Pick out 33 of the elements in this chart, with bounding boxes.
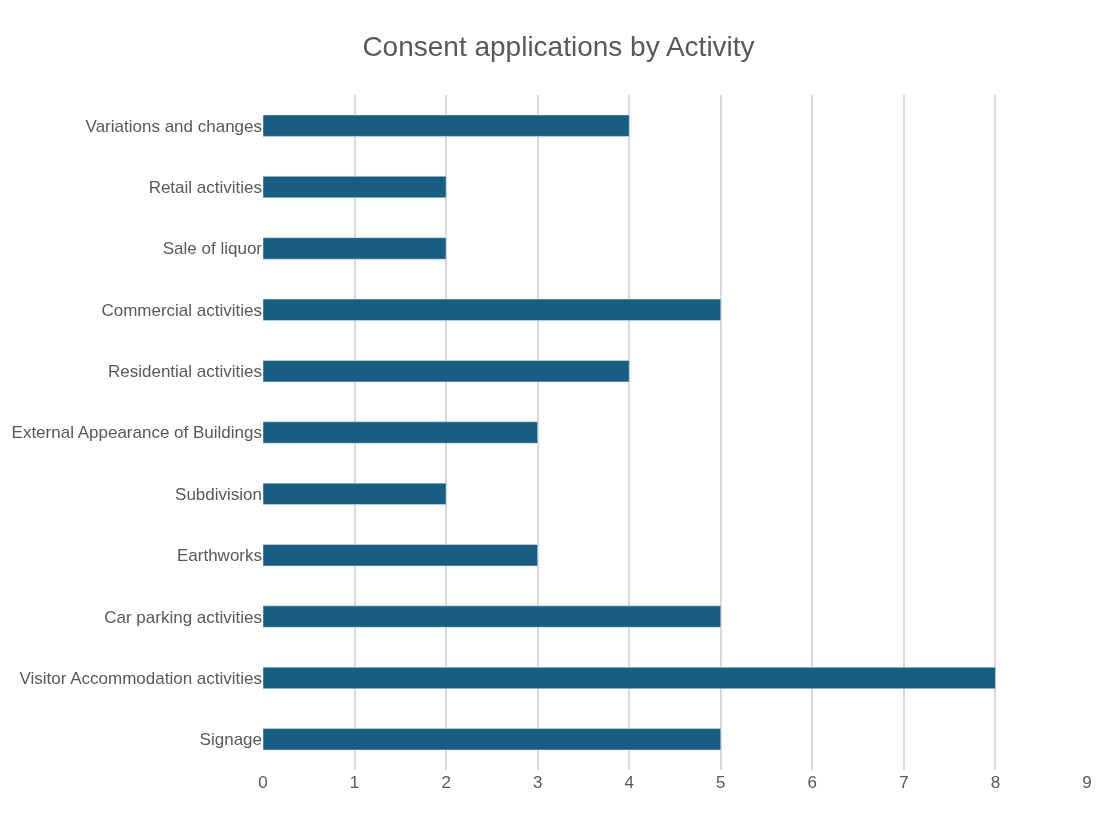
x-tick-label: 2 bbox=[441, 773, 451, 792]
y-tick-label: Residential activities bbox=[107, 362, 262, 382]
bar bbox=[263, 298, 722, 321]
x-tick-label: 5 bbox=[716, 773, 726, 792]
bar bbox=[263, 605, 722, 628]
x-tick-label: 4 bbox=[624, 773, 634, 792]
bar bbox=[263, 728, 722, 751]
bar bbox=[263, 482, 447, 505]
y-tick-label: Signage bbox=[199, 730, 262, 750]
x-tick-label: 1 bbox=[349, 773, 360, 792]
x-tick-label: 8 bbox=[990, 773, 1001, 792]
bar bbox=[263, 666, 996, 689]
bar bbox=[263, 176, 447, 199]
y-tick-label: Subdivision bbox=[175, 484, 262, 504]
y-tick-label: Retail activities bbox=[148, 178, 262, 197]
x-tick-label: 9 bbox=[1082, 773, 1092, 792]
y-tick-label: Car parking activities bbox=[104, 607, 262, 627]
x-tick-label: 0 bbox=[258, 773, 268, 792]
y-tick-label: Commercial activities bbox=[101, 300, 262, 320]
y-tick-label: Earthworks bbox=[176, 546, 262, 566]
bar bbox=[263, 114, 630, 137]
bar bbox=[263, 421, 538, 444]
bar bbox=[263, 360, 630, 383]
x-tick-label: 3 bbox=[532, 773, 543, 792]
x-tick-label: 6 bbox=[807, 773, 818, 792]
bar bbox=[263, 544, 538, 567]
bar bbox=[263, 237, 447, 260]
y-tick-label: Variations and changes bbox=[85, 116, 262, 136]
y-tick-label: External Appearance of Buildings bbox=[11, 423, 262, 443]
y-tick-label: Visitor Accommodation activities bbox=[19, 668, 262, 688]
chart-title: Consent applications by Activity bbox=[362, 31, 755, 63]
x-tick-label: 7 bbox=[899, 773, 909, 792]
y-tick-label: Sale of liquor bbox=[162, 239, 263, 259]
